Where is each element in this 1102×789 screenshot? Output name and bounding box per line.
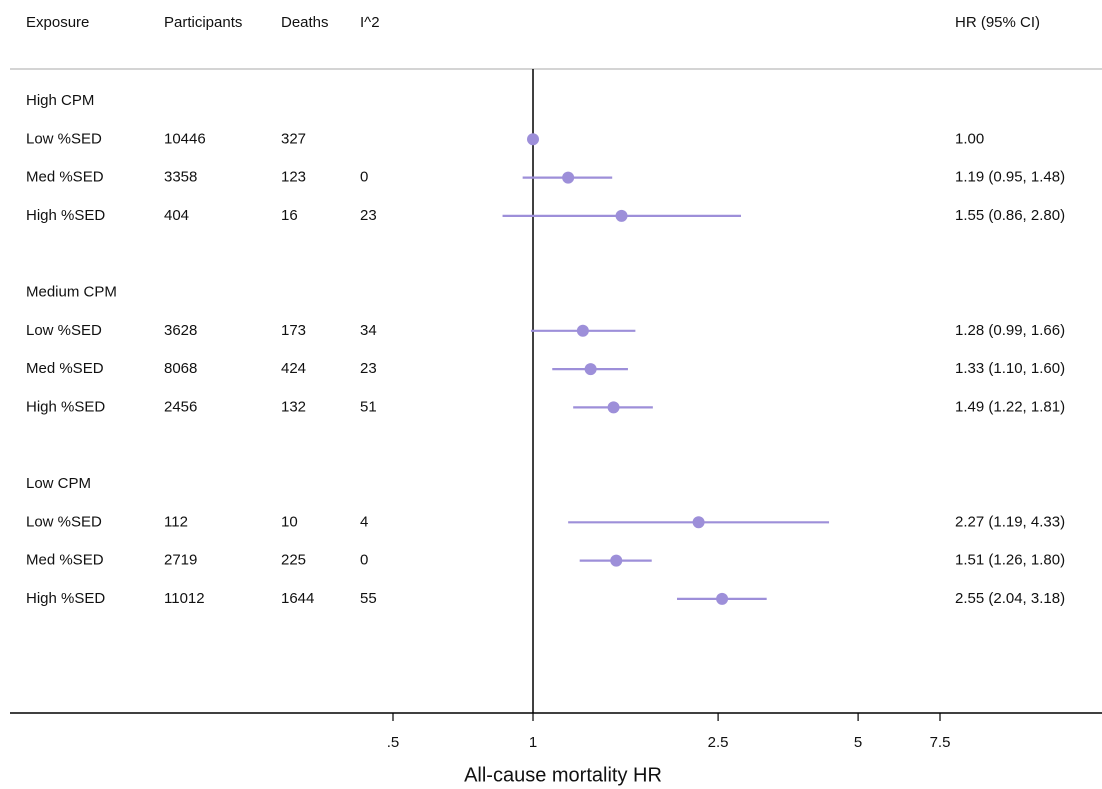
group-label: Medium CPM	[26, 283, 117, 300]
deaths: 424	[281, 360, 306, 377]
i-squared: 34	[360, 322, 377, 339]
column-header: I^2	[360, 14, 380, 31]
deaths: 173	[281, 322, 306, 339]
x-tick-label: 1	[529, 734, 537, 751]
group-label: High CPM	[26, 92, 94, 109]
column-header: Participants	[164, 14, 242, 31]
row-label: High %SED	[26, 398, 105, 415]
x-tick-label: .5	[387, 734, 400, 751]
hr-label: 1.19 (0.95, 1.48)	[955, 169, 1065, 186]
row-label: Low %SED	[26, 130, 102, 147]
hr-label: 2.27 (1.19, 4.33)	[955, 513, 1065, 530]
hr-point	[576, 324, 589, 337]
hr-point	[615, 209, 628, 222]
i-squared: 0	[360, 552, 368, 569]
row-label: High %SED	[26, 590, 105, 607]
hr-label: 1.28 (0.99, 1.66)	[955, 322, 1065, 339]
hr-point	[527, 133, 540, 146]
row-label: Low %SED	[26, 513, 102, 530]
i-squared: 55	[360, 590, 377, 607]
hr-point	[692, 516, 705, 529]
hr-label: 2.55 (2.04, 3.18)	[955, 590, 1065, 607]
deaths: 1644	[281, 590, 314, 607]
participants: 8068	[164, 360, 197, 377]
i-squared: 4	[360, 513, 368, 530]
column-header: Deaths	[281, 14, 329, 31]
participants: 10446	[164, 130, 206, 147]
x-axis-label: All-cause mortality HR	[464, 764, 662, 786]
deaths: 16	[281, 207, 298, 224]
x-tick-label: 7.5	[930, 734, 951, 751]
row-label: Med %SED	[26, 552, 104, 569]
x-tick-label: 5	[854, 734, 862, 751]
hr-point	[562, 171, 575, 184]
row-label: Low %SED	[26, 322, 102, 339]
row-label: Med %SED	[26, 169, 104, 186]
deaths: 225	[281, 552, 306, 569]
row-label: High %SED	[26, 207, 105, 224]
deaths: 327	[281, 130, 306, 147]
i-squared: 51	[360, 398, 377, 415]
deaths: 123	[281, 169, 306, 186]
hr-point	[584, 363, 597, 376]
hr-label: 1.51 (1.26, 1.80)	[955, 552, 1065, 569]
participants: 2719	[164, 552, 197, 569]
x-tick-label: 2.5	[708, 734, 729, 751]
hr-point	[716, 592, 729, 605]
participants: 3628	[164, 322, 197, 339]
row-label: Med %SED	[26, 360, 104, 377]
participants: 3358	[164, 169, 197, 186]
hr-label: 1.49 (1.22, 1.81)	[955, 398, 1065, 415]
hr-label: 1.55 (0.86, 2.80)	[955, 207, 1065, 224]
hr-point	[607, 401, 620, 414]
hr-label: 1.00	[955, 130, 984, 147]
participants: 404	[164, 207, 189, 224]
deaths: 132	[281, 398, 306, 415]
group-label: Low CPM	[26, 475, 91, 492]
i-squared: 23	[360, 360, 377, 377]
hr-point	[610, 554, 623, 567]
i-squared: 23	[360, 207, 377, 224]
deaths: 10	[281, 513, 298, 530]
hr-label: 1.33 (1.10, 1.60)	[955, 360, 1065, 377]
i-squared: 0	[360, 169, 368, 186]
participants: 112	[164, 513, 188, 530]
participants: 2456	[164, 398, 197, 415]
participants: 11012	[164, 590, 205, 607]
column-header: HR (95% CI)	[955, 14, 1040, 31]
column-header: Exposure	[26, 14, 89, 31]
